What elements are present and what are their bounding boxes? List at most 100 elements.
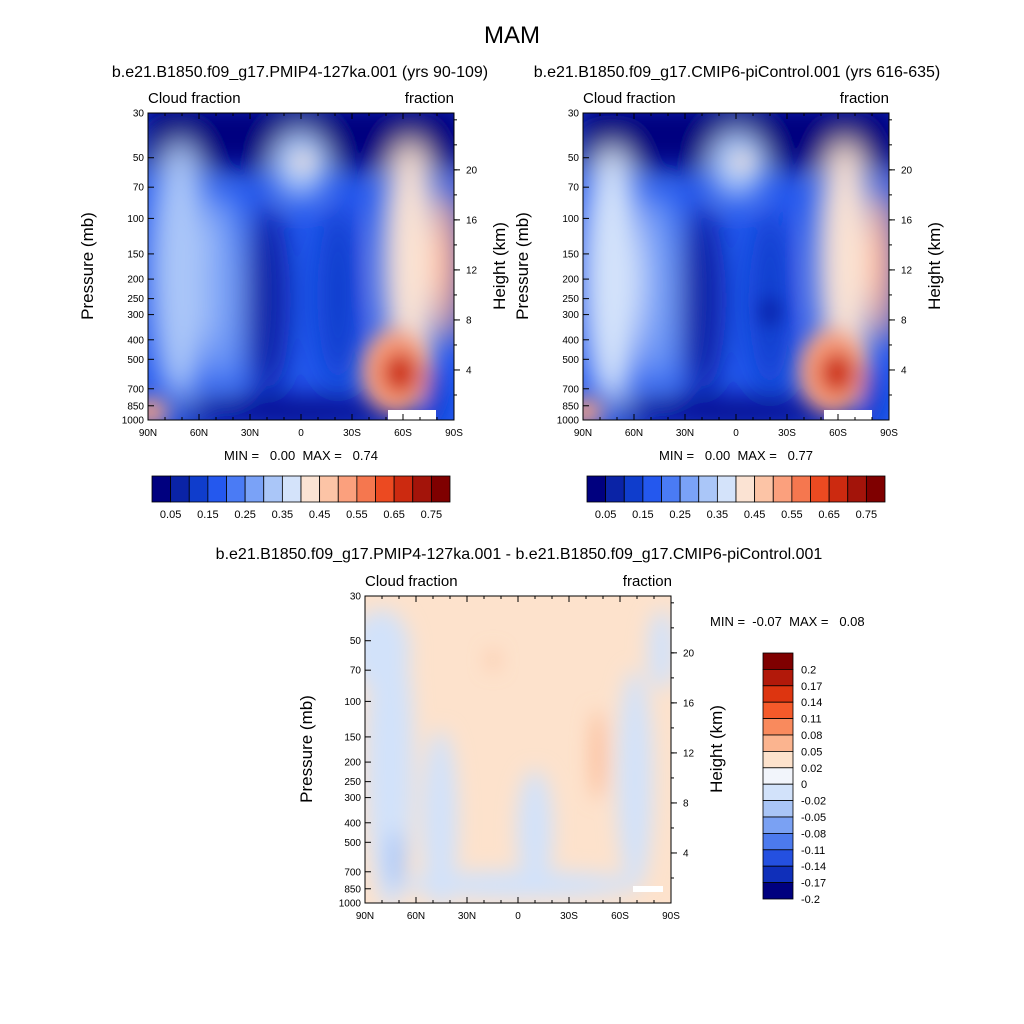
panel-2-left-string: Cloud fraction [583,90,676,107]
colorbar-label: 0.55 [346,509,367,521]
colorbar-label: -0.05 [801,812,826,824]
y-tick-label: 700 [344,867,361,878]
colorbar-box [661,475,681,503]
y-tick-label: 50 [133,153,145,164]
panel-3-upper-nh-negative [365,610,410,690]
colorbar-box [356,475,376,503]
panel-2-tropopause-max [732,154,752,170]
colorbar-box [188,475,209,503]
x-tick-label: 30N [458,911,476,922]
x-tick-label: 60S [829,428,847,439]
y-tick-label: 700 [562,384,579,395]
y-tick-label: 250 [127,294,144,305]
colorbar-box [300,475,321,503]
x-tick-label: 90N [574,428,592,439]
y-tick-label: 700 [127,384,144,395]
y-tick-label: 50 [568,153,580,164]
y-right-tick-label: 16 [683,698,695,709]
panel-2-nh-subtropic-core [681,205,725,395]
colorbar-box [244,475,265,503]
panel-1-ylabel: Pressure (mb) [78,212,97,320]
y-tick-label: 1000 [122,416,145,427]
colorbar-box [762,652,794,670]
panel-1-title: b.e21.B1850.f09_g17.PMIP4-127ka.001 (yrs… [112,64,488,81]
colorbar-box [319,475,339,503]
colorbar-box [430,475,451,503]
y-tick-label: 200 [344,758,361,769]
panel-1-nh-subtropic-core [246,205,290,395]
colorbar-label: 0.14 [801,697,822,709]
x-tick-label: 60N [190,428,208,439]
colorbar-box [762,833,794,851]
y-tick-label: 300 [127,310,144,321]
y-tick-label: 150 [562,249,579,260]
colorbar-label: -0.17 [801,878,826,890]
panel-3-min-max: MIN = -0.07 MAX = 0.08 [710,614,865,629]
y-tick-label: 850 [344,884,361,895]
panel-1-nh-tropics-light [207,190,243,390]
y-tick-label: 100 [562,214,579,225]
colorbar-box [762,865,794,884]
panel-3-title: b.e21.B1850.f09_g17.PMIP4-127ka.001 - b.… [216,546,823,563]
y-tick-label: 150 [127,249,144,260]
colorbar-label: 0.65 [818,509,839,521]
x-tick-label: 90N [139,428,157,439]
panel-3-ylabel: Pressure (mb) [297,695,316,803]
colorbar-label: 0 [801,779,807,791]
figure-title: MAM [484,22,540,49]
x-tick-label: 60N [407,911,425,922]
panel-3-topography-mask [633,886,663,892]
panel-2-title: b.e21.B1850.f09_g17.CMIP6-piControl.001 … [534,64,940,81]
panel-1-stratocumulus-max [382,351,418,395]
colorbar-box [393,475,414,503]
y-right-tick-label: 20 [683,648,695,659]
panel-2-arctic-low-cloud [583,398,603,420]
panel-3-sh-negative-band [617,670,653,890]
panel-3-left-string: Cloud fraction [365,573,458,590]
colorbar-box [762,701,794,720]
panel-3-nh-lower-deep-negative [387,830,403,890]
panel-1-polar-column [438,185,454,345]
colorbar-box [762,734,794,752]
colorbar-box [762,783,794,802]
panel-1-contour-field [148,113,454,420]
panel-2-topography-mask [824,410,872,420]
panel-3-nh-midlat-negative [422,730,458,903]
panel-2-stratocumulus-max [819,351,855,395]
y-tick-label: 70 [133,183,145,194]
colorbar-label: 0.15 [197,509,218,521]
colorbar-box [281,475,302,503]
y-right-tick-label: 16 [466,215,478,226]
colorbar-box [762,767,794,785]
panel-1-tropopause-max [293,154,313,170]
panel-1-ylabel-right: Height (km) [490,222,509,310]
colorbar-box [375,475,395,503]
panel-2-antarctic-low-blue [862,365,882,420]
x-tick-label: 30S [343,428,361,439]
x-tick-label: 30N [676,428,694,439]
colorbar-label: 0.02 [801,763,822,775]
y-right-tick-label: 20 [901,165,913,176]
colorbar-box [735,475,756,503]
y-tick-label: 1000 [557,416,580,427]
panel-2-sh-midlat-light [817,140,873,380]
colorbar-label: 0.55 [781,509,802,521]
panel-2-ylabel: Pressure (mb) [513,212,532,320]
colorbar-box [170,475,190,503]
colorbar-box [762,685,794,703]
panel-1-surface-band [170,398,430,420]
y-right-tick-label: 16 [901,215,913,226]
y-right-tick-label: 12 [466,265,478,276]
panel-1-nh-midlat-light [150,140,210,400]
colorbar-box [716,475,737,503]
colorbar-label: -0.2 [801,894,820,906]
colorbar-label: 0.45 [309,509,330,521]
y-tick-label: 850 [127,401,144,412]
panel-1-topography-mask [388,410,436,420]
y-right-tick-label: 12 [683,748,695,759]
colorbar-label: 0.17 [801,681,822,693]
y-tick-label: 70 [350,666,362,677]
y-tick-label: 200 [127,275,144,286]
colorbar-box [412,475,432,503]
